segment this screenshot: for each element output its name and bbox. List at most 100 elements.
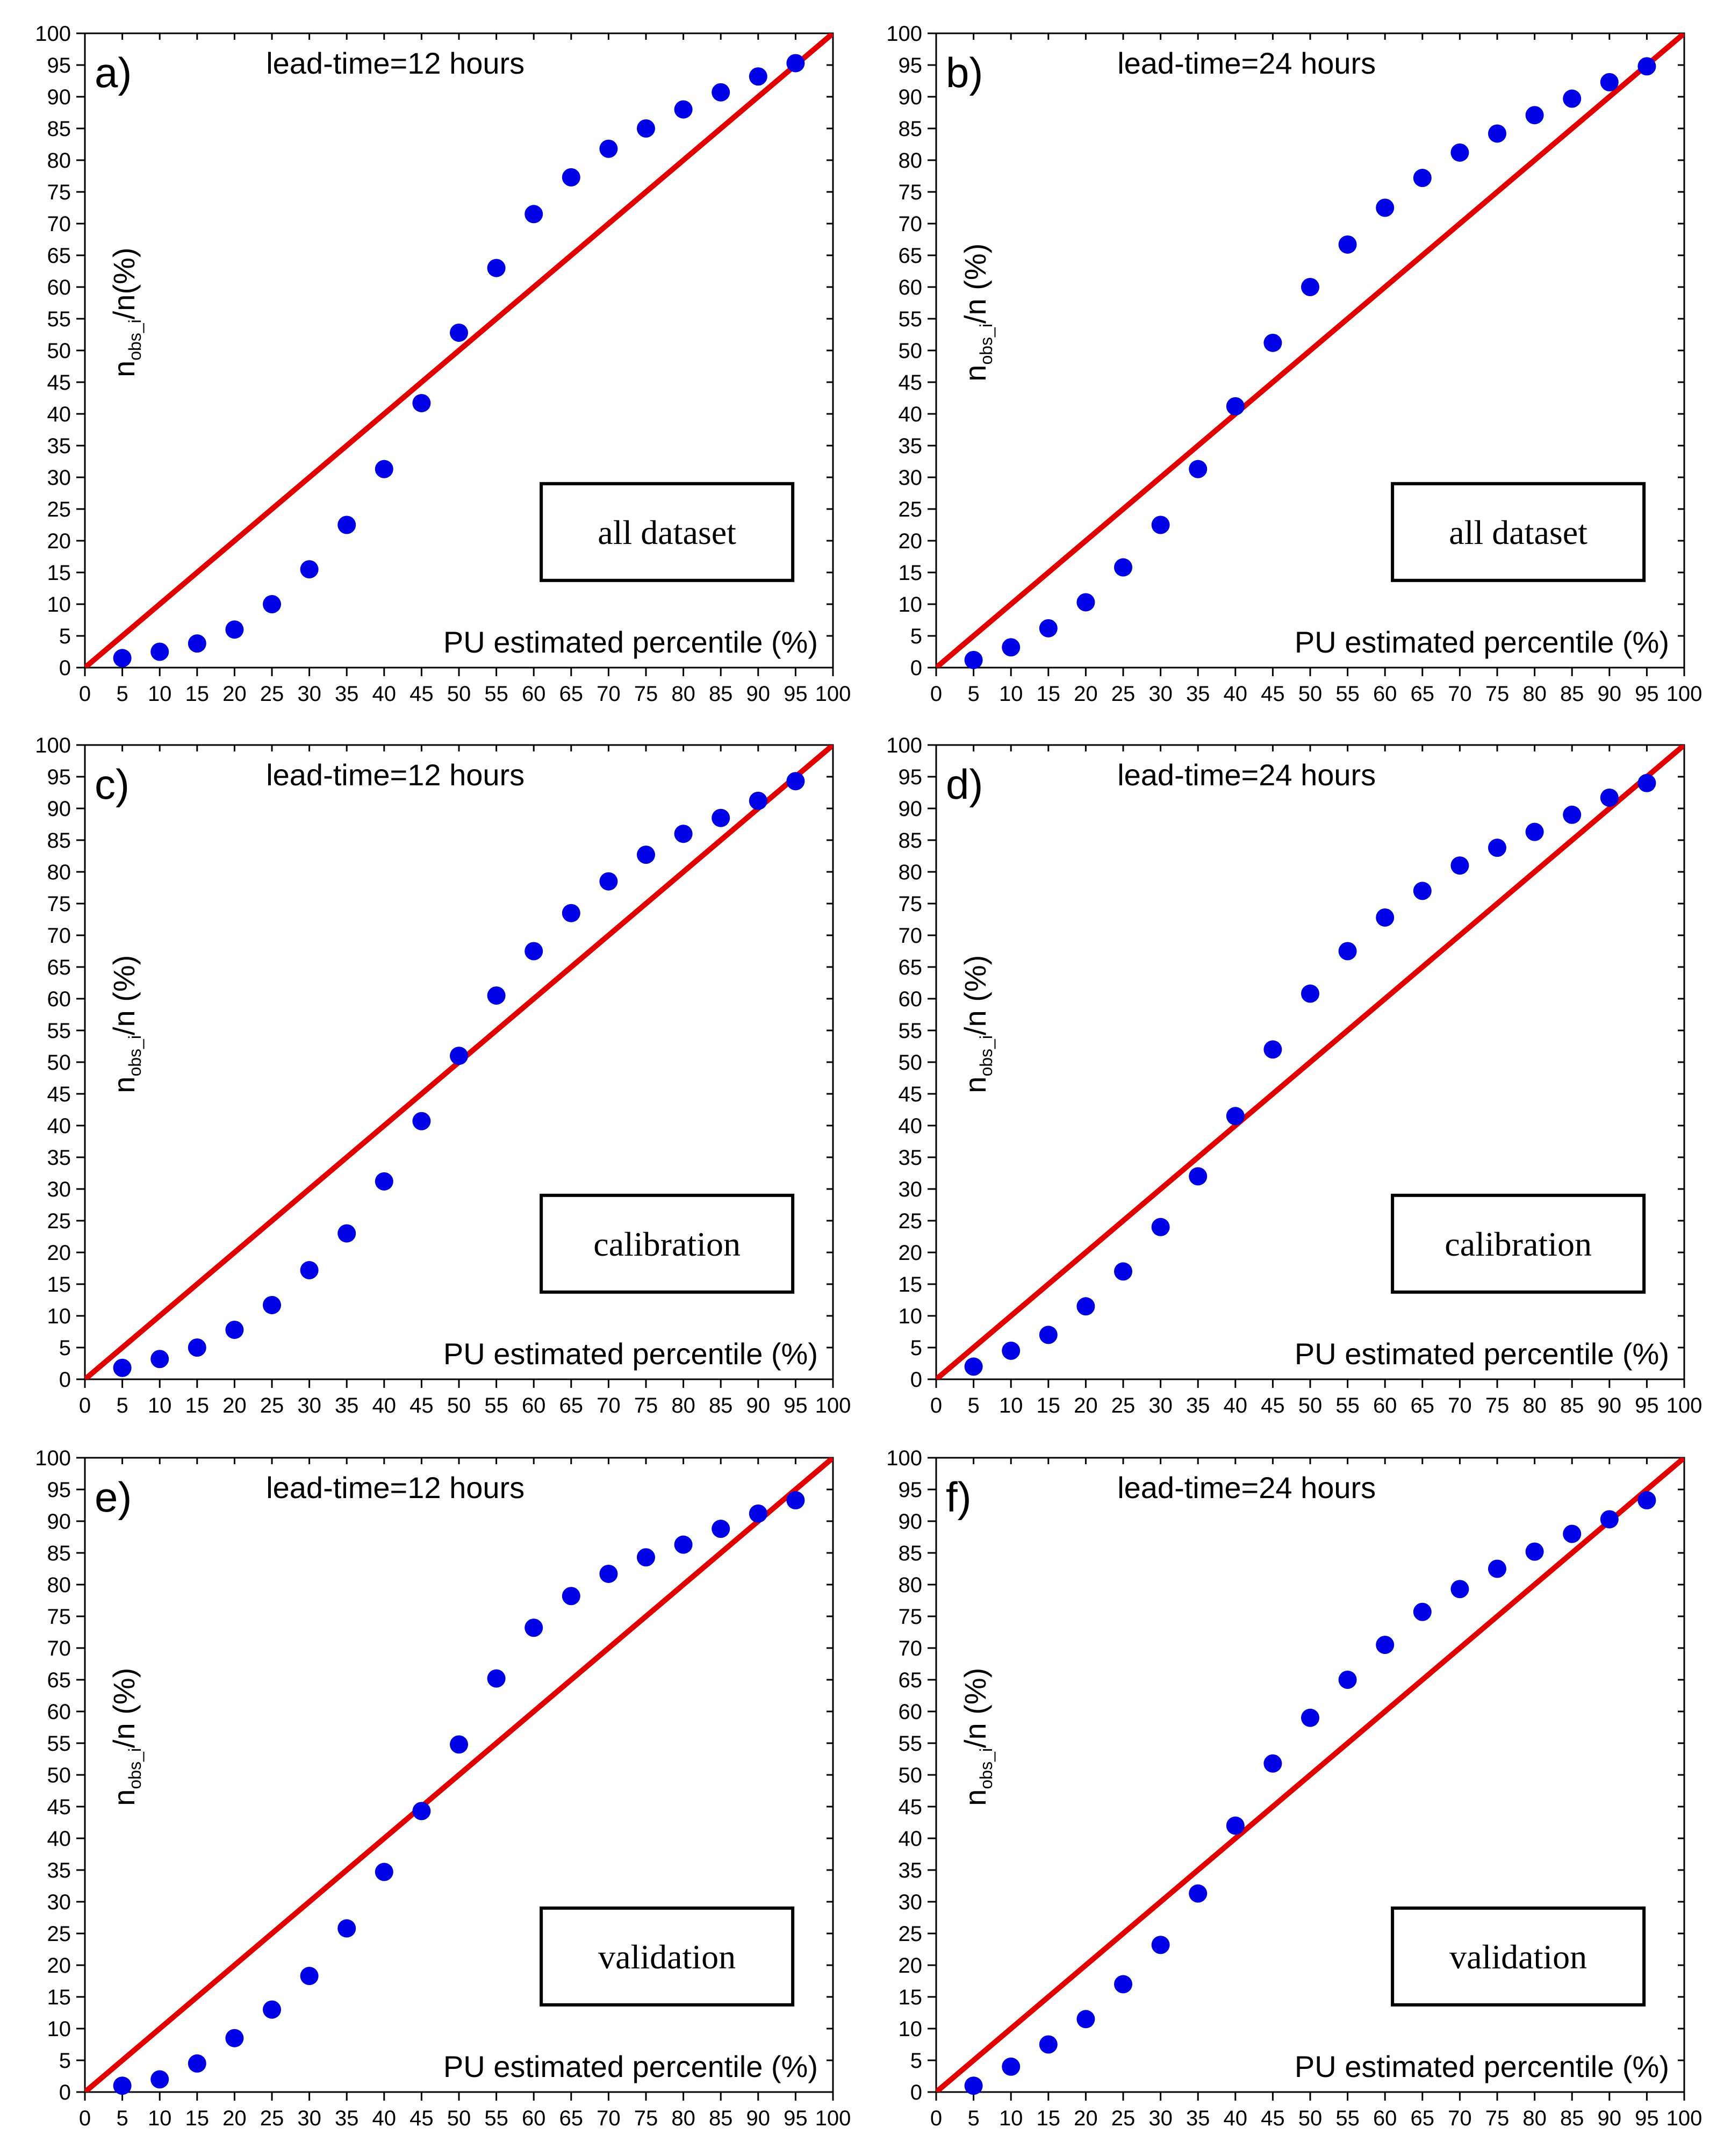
y-tick-label: 35 bbox=[899, 434, 923, 458]
y-tick-label: 80 bbox=[899, 861, 923, 884]
y-axis-label-main: n bbox=[958, 1789, 992, 1806]
x-tick-label: 80 bbox=[1522, 682, 1547, 706]
y-tick-label: 45 bbox=[47, 1795, 71, 1819]
y-axis-label-suffix: /n (%) bbox=[958, 243, 992, 324]
y-tick-label: 100 bbox=[35, 734, 71, 757]
x-tick-label: 25 bbox=[1111, 2107, 1136, 2130]
y-tick-label: 60 bbox=[899, 276, 923, 299]
x-tick-label: 0 bbox=[930, 2107, 942, 2130]
reference-line bbox=[936, 745, 1684, 1379]
y-tick-label: 15 bbox=[47, 561, 71, 585]
y-tick-label: 100 bbox=[35, 22, 71, 46]
y-tick-label: 60 bbox=[47, 987, 71, 1011]
data-point bbox=[1002, 2057, 1021, 2076]
y-tick-label: 85 bbox=[47, 1542, 71, 1565]
x-tick-label: 15 bbox=[1037, 2107, 1061, 2130]
x-tick-label: 15 bbox=[185, 2107, 210, 2130]
dataset-label: validation bbox=[1449, 1938, 1587, 1976]
data-point bbox=[786, 1491, 805, 1510]
x-tick-label: 40 bbox=[372, 2107, 397, 2130]
data-point bbox=[1151, 515, 1170, 534]
data-point bbox=[712, 83, 730, 102]
x-tick-label: 35 bbox=[335, 682, 359, 706]
x-tick-label: 20 bbox=[1074, 682, 1098, 706]
data-point bbox=[1114, 558, 1132, 577]
data-point bbox=[599, 1564, 618, 1583]
y-axis-label-main: n bbox=[958, 1077, 992, 1093]
data-point bbox=[150, 642, 169, 661]
panel-label: c) bbox=[95, 761, 130, 808]
x-tick-label: 50 bbox=[1298, 2107, 1323, 2130]
y-axis-label: nobs_i/n (%) bbox=[107, 955, 145, 1093]
panel-a: 0055101015152020252530303535404045455050… bbox=[35, 22, 851, 706]
data-point bbox=[450, 1735, 468, 1754]
data-point bbox=[450, 323, 468, 342]
x-tick-label: 60 bbox=[522, 682, 546, 706]
y-tick-label: 45 bbox=[899, 1795, 923, 1819]
panel-label: e) bbox=[95, 1473, 132, 1521]
data-point bbox=[225, 2029, 244, 2047]
y-tick-label: 50 bbox=[47, 1764, 71, 1787]
dataset-label: calibration bbox=[1445, 1225, 1592, 1263]
y-tick-label: 25 bbox=[47, 1922, 71, 1946]
x-tick-label: 40 bbox=[1224, 682, 1248, 706]
data-point bbox=[1600, 788, 1619, 807]
x-tick-label: 15 bbox=[1037, 682, 1061, 706]
x-tick-label: 75 bbox=[1485, 682, 1510, 706]
data-point bbox=[1376, 908, 1395, 927]
x-tick-label: 30 bbox=[1148, 1394, 1173, 1417]
x-axis-label: PU estimated percentile (%) bbox=[443, 625, 818, 659]
y-tick-label: 30 bbox=[899, 1890, 923, 1914]
dataset-label: all dataset bbox=[598, 513, 736, 551]
y-tick-label: 85 bbox=[47, 829, 71, 853]
y-tick-label: 75 bbox=[47, 181, 71, 204]
y-tick-label: 40 bbox=[899, 1827, 923, 1851]
y-tick-label: 30 bbox=[899, 1178, 923, 1201]
data-point bbox=[1488, 1559, 1506, 1578]
reference-line bbox=[936, 1458, 1684, 2092]
x-tick-label: 30 bbox=[1148, 2107, 1173, 2130]
y-tick-label: 90 bbox=[899, 797, 923, 821]
y-tick-label: 40 bbox=[47, 1827, 71, 1851]
x-tick-label: 70 bbox=[1448, 2107, 1472, 2130]
y-tick-label: 35 bbox=[899, 1146, 923, 1170]
x-tick-label: 75 bbox=[1485, 2107, 1510, 2130]
data-point bbox=[712, 808, 730, 827]
x-tick-label: 10 bbox=[148, 1394, 172, 1417]
data-point bbox=[1002, 638, 1021, 657]
x-tick-label: 50 bbox=[1298, 682, 1323, 706]
data-point bbox=[1039, 619, 1058, 638]
x-tick-label: 45 bbox=[1261, 2107, 1285, 2130]
y-tick-label: 45 bbox=[899, 1083, 923, 1106]
y-tick-label: 70 bbox=[899, 924, 923, 948]
data-point bbox=[1263, 333, 1282, 352]
x-tick-label: 95 bbox=[784, 1394, 808, 1417]
y-tick-label: 75 bbox=[899, 1605, 923, 1629]
x-tick-label: 45 bbox=[410, 682, 434, 706]
x-tick-label: 5 bbox=[967, 1394, 979, 1417]
x-tick-label: 20 bbox=[1074, 1394, 1098, 1417]
x-tick-label: 90 bbox=[1598, 1394, 1622, 1417]
x-tick-label: 60 bbox=[1373, 1394, 1397, 1417]
y-tick-label: 100 bbox=[886, 734, 922, 757]
x-tick-label: 85 bbox=[709, 1394, 733, 1417]
y-axis-label-sub: obs_i bbox=[976, 1748, 996, 1789]
panel-d: 0055101015152020252530303535404045455050… bbox=[886, 734, 1702, 1417]
dataset-box bbox=[540, 1193, 795, 1294]
y-axis-label-sub: obs_i bbox=[125, 1748, 145, 1789]
data-point bbox=[1413, 882, 1432, 900]
y-tick-label: 65 bbox=[899, 956, 923, 979]
data-point bbox=[525, 205, 543, 224]
y-tick-label: 20 bbox=[47, 529, 71, 553]
data-point bbox=[964, 2076, 983, 2095]
data-point bbox=[412, 1112, 431, 1130]
x-tick-label: 85 bbox=[709, 2107, 733, 2130]
y-tick-label: 90 bbox=[47, 1510, 71, 1534]
y-tick-label: 85 bbox=[47, 117, 71, 141]
data-point bbox=[1189, 460, 1208, 478]
data-point bbox=[1338, 1671, 1357, 1689]
y-tick-label: 70 bbox=[47, 924, 71, 948]
data-point bbox=[712, 1520, 730, 1538]
x-tick-label: 0 bbox=[79, 1394, 91, 1417]
data-point bbox=[225, 1320, 244, 1339]
